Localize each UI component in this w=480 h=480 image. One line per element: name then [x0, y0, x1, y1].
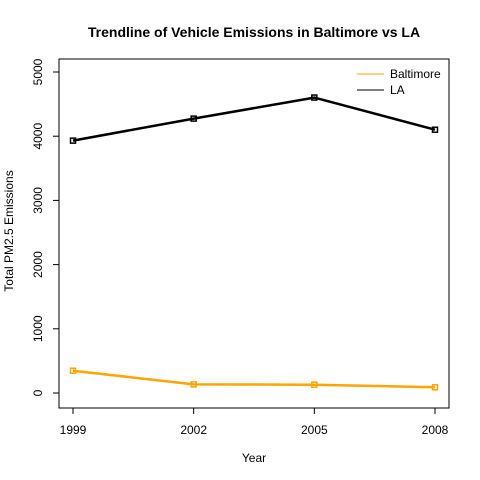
- data-point-la: [311, 94, 318, 101]
- data-point-baltimore: [431, 384, 439, 391]
- data-point-la: [190, 115, 197, 122]
- y-tick-label: 0: [31, 389, 45, 396]
- y-tick-label: 3000: [31, 187, 45, 214]
- x-tick-label: 2002: [180, 423, 207, 437]
- x-tick-label: 2005: [301, 423, 328, 437]
- legend-label-la: LA: [390, 83, 405, 97]
- series-line-baltimore: [72, 369, 436, 389]
- y-tick-label: 4000: [31, 123, 45, 150]
- legend: Baltimore LA: [357, 67, 441, 97]
- y-tick-label: 2000: [31, 251, 45, 278]
- x-tick-label: 2008: [422, 423, 449, 437]
- y-axis: 0 1000 2000 3000 4000 5000: [31, 58, 60, 396]
- data-point-baltimore: [190, 381, 197, 388]
- x-axis-label: Year: [242, 451, 266, 465]
- legend-label-baltimore: Baltimore: [390, 67, 441, 81]
- y-axis-label: Total PM2.5 Emissions: [2, 170, 16, 291]
- y-tick-label: 5000: [31, 58, 45, 85]
- series-line-la: [72, 96, 436, 142]
- x-axis: 1999 2002 2005 2008: [60, 407, 449, 437]
- data-point-la: [69, 137, 77, 144]
- series-layer: [69, 94, 439, 391]
- data-point-baltimore: [311, 381, 318, 388]
- chart-title: Trendline of Vehicle Emissions in Baltim…: [88, 24, 420, 40]
- y-tick-label: 1000: [31, 315, 45, 342]
- series-baltimore: [69, 367, 439, 391]
- data-point-baltimore: [69, 367, 77, 374]
- series-la: [69, 94, 439, 144]
- data-point-la: [431, 126, 439, 133]
- x-tick-label: 1999: [60, 423, 87, 437]
- plot-frame: [58, 58, 450, 409]
